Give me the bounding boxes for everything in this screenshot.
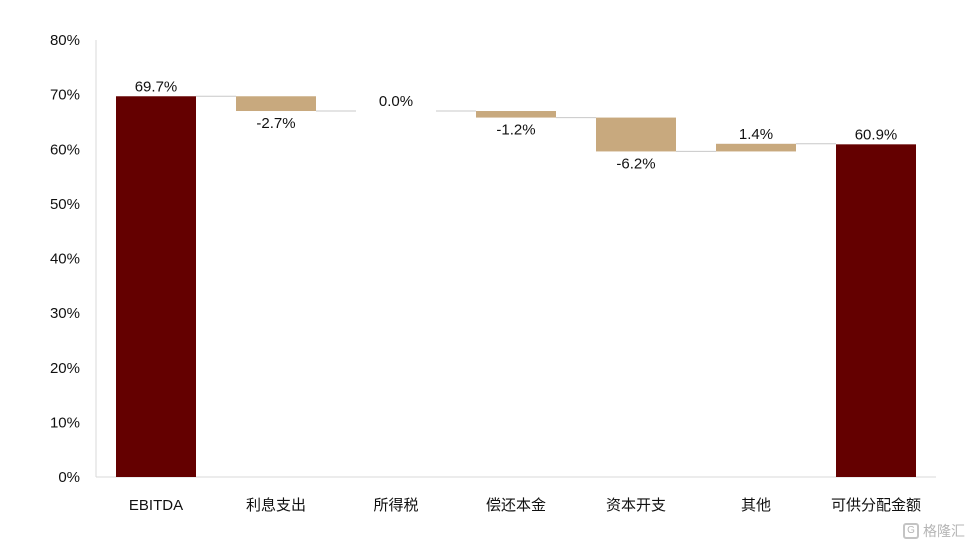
x-category-label: EBITDA <box>129 497 183 514</box>
y-tick-label: 60% <box>50 141 80 158</box>
x-category-label: 可供分配金额 <box>831 497 921 514</box>
bar <box>716 143 796 152</box>
data-label: 0.0% <box>379 93 413 110</box>
y-tick-label: 20% <box>50 360 80 377</box>
x-category-label: 资本开支 <box>606 497 666 514</box>
data-label: 60.9% <box>855 126 898 143</box>
y-tick-label: 30% <box>50 305 80 322</box>
data-label: 69.7% <box>135 78 178 95</box>
bar <box>836 144 916 478</box>
data-label: -2.7% <box>256 115 295 132</box>
y-tick-label: 80% <box>50 32 80 49</box>
y-tick-label: 70% <box>50 87 80 104</box>
watermark-text: 格隆汇 <box>923 523 965 539</box>
y-tick-label: 50% <box>50 196 80 213</box>
bar <box>236 96 316 112</box>
x-category-label: 偿还本金 <box>486 497 546 514</box>
data-label: 1.4% <box>739 126 773 143</box>
y-tick-label: 40% <box>50 251 80 268</box>
y-tick-label: 0% <box>58 469 80 486</box>
y-tick-label: 10% <box>50 414 80 431</box>
bar <box>476 111 556 118</box>
bar <box>116 96 196 478</box>
g-logo-icon: G <box>903 523 919 539</box>
x-category-label: 利息支出 <box>246 497 306 514</box>
watermark: G 格隆汇 <box>903 521 965 541</box>
x-category-label: 所得税 <box>373 497 418 514</box>
data-label: -1.2% <box>496 122 535 139</box>
x-category-label: 其他 <box>741 497 771 514</box>
data-label: -6.2% <box>616 155 655 172</box>
bar <box>596 117 676 152</box>
